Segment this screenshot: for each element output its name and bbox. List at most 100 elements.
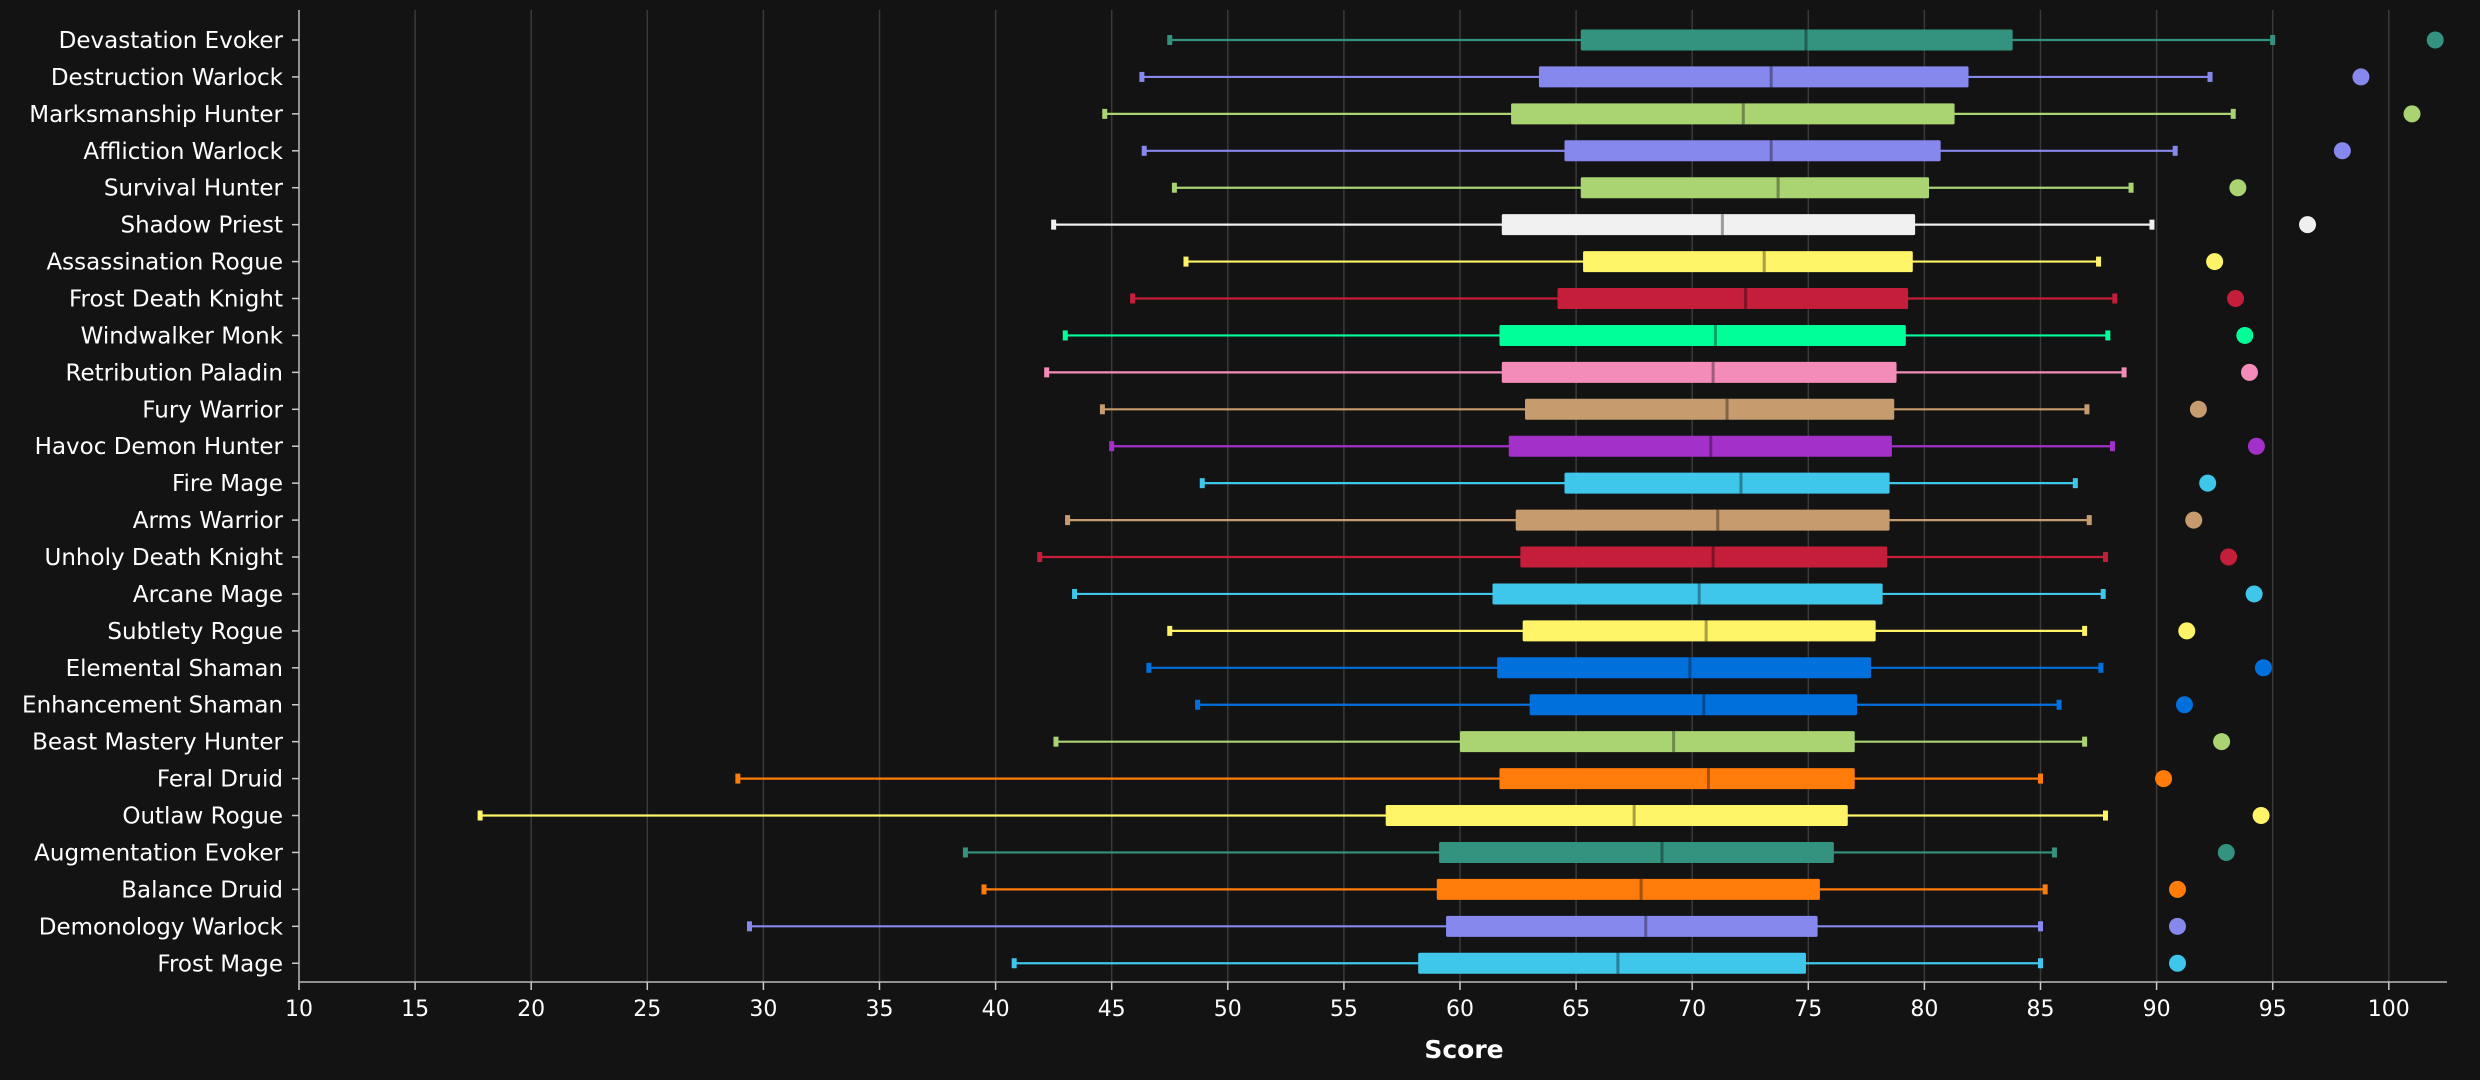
iqr-box [1499,324,1906,346]
whisker-min-cap [1109,441,1115,452]
x-tick-label: 15 [401,997,429,1022]
top-score-dot [2168,880,2186,898]
whisker-min-cap [1044,367,1050,378]
top-score-dot [2240,363,2258,381]
whisker-max-cap [2042,884,2048,895]
whisker-max-cap [2084,404,2090,415]
whisker-max-cap [2121,367,2127,378]
iqr-box [1439,841,1834,863]
box-row [1130,288,2245,310]
whisker-min-cap [962,847,968,858]
spec-label: Shadow Priest [120,213,283,239]
x-axis: 10 15 20 25 30 35 40 45 50 55 60 65 70 75 80 85 90 95 100 [285,10,2447,1022]
whisker-max-cap [2230,108,2236,119]
top-score-dot [2252,807,2270,825]
whisker-max-cap [2038,921,2043,932]
box-row [962,841,2235,863]
box-row [1062,324,2254,346]
spec-label: Augmentation Evoker [34,840,283,866]
iqr-box [1511,103,1955,125]
iqr-box [1497,657,1871,679]
spec-label: Assassination Rogue [46,250,283,276]
whisker-min-cap [1102,108,1108,119]
iqr-box [1522,620,1876,642]
iqr-box [1580,177,1930,199]
whisker-min-cap [735,773,741,784]
iqr-box [1508,435,1892,457]
box-row [1051,214,2317,236]
whisker-min-cap [1199,478,1205,489]
x-tick-label: 50 [1214,997,1242,1022]
box-row [1195,694,2193,716]
whisker-max-cap [2207,71,2213,82]
spec-label: Subtlety Rogue [107,619,283,645]
spec-label: Retribution Paladin [66,360,284,386]
top-score-dot [2213,733,2231,751]
x-tick-label: 45 [1098,997,1126,1022]
box-row [1099,398,2207,420]
top-score-dot [2178,622,2196,640]
x-tick-label: 35 [866,997,894,1022]
whisker-max-cap [2105,330,2111,341]
iqr-box [1557,288,1909,310]
iqr-box [1538,66,1969,88]
box-row [1141,140,2351,162]
iqr-box [1564,472,1890,494]
top-score-dot [2168,917,2186,935]
iqr-box [1580,29,2013,51]
spec-label: Beast Mastery Hunter [32,730,283,756]
whisker-max-cap [2082,736,2088,747]
x-tick-label: 75 [1794,997,1822,1022]
iqr-box [1525,398,1895,420]
box-row [746,915,2186,937]
box-row [735,768,2173,790]
box-row [1109,435,2265,457]
whisker-max-cap [2072,478,2078,489]
whisker-max-cap [2100,588,2106,599]
x-tick-label: 60 [1446,997,1474,1022]
spec-label: Balance Druid [121,877,283,903]
spec-label: Fury Warrior [142,397,283,423]
spec-label: Survival Hunter [104,176,284,202]
box-row [1183,251,2224,273]
y-axis-labels: Devastation Evoker Destruction Warlock Mar… [22,28,299,977]
whisker-max-cap [2038,958,2043,969]
whisker-max-cap [2082,625,2088,636]
spec-label: Arcane Mage [133,582,283,608]
whisker-min-cap [981,884,987,895]
whisker-max-cap [2051,847,2057,858]
x-tick-label: 90 [2143,997,2171,1022]
top-score-dot [2199,474,2217,492]
iqr-box [1418,952,1806,974]
spec-label: Enhancement Shaman [22,693,283,719]
box-row [1102,103,2421,125]
x-tick-label: 30 [749,997,777,1022]
box-row [1037,546,2238,568]
x-tick-label: 80 [1910,997,1938,1022]
whisker-max-cap [2149,219,2155,230]
top-score-dot [2236,326,2254,344]
top-score-dot [2245,585,2263,603]
top-score-dot [2403,105,2421,123]
box-row [1044,361,2258,383]
whisker-min-cap [746,921,752,932]
whisker-min-cap [1051,219,1057,230]
iqr-box [1492,583,1883,605]
iqr-box [1515,509,1890,531]
whisker-min-cap [1171,182,1177,193]
whisker-max-cap [2103,810,2109,821]
whisker-max-cap [2096,256,2102,267]
whisker-min-cap [1053,736,1059,747]
box-row [1167,29,2444,51]
whisker-min-cap [1195,699,1201,710]
spec-label: Devastation Evoker [59,28,284,54]
whisker-min-cap [1167,35,1173,45]
spec-label: Marksmanship Hunter [29,102,283,128]
spec-label: Windwalker Monk [81,323,284,349]
whisker-max-cap [2109,441,2115,452]
top-score-dot [2299,216,2317,234]
iqr-box [1501,361,1897,383]
top-score-dot [2426,31,2444,49]
iqr-box [1529,694,1858,716]
